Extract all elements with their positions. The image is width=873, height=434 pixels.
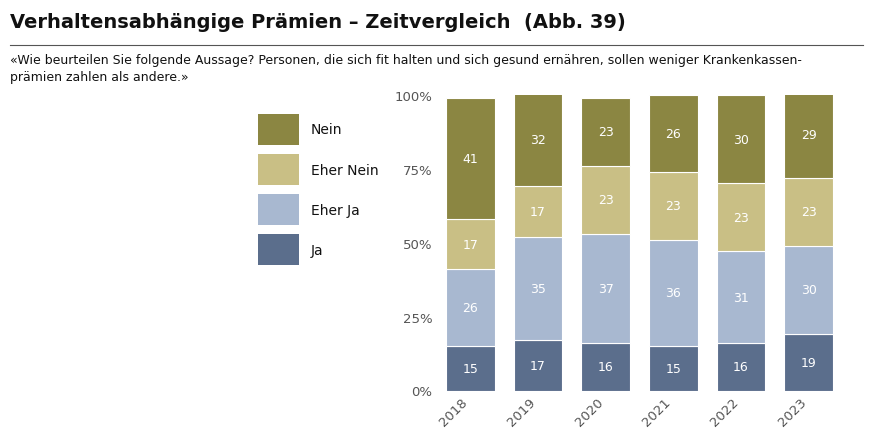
Bar xyxy=(717,252,766,343)
Text: 30: 30 xyxy=(733,133,749,146)
Text: 37: 37 xyxy=(598,282,614,295)
Bar xyxy=(446,270,495,346)
Text: 32: 32 xyxy=(530,133,546,146)
Text: Ja: Ja xyxy=(311,243,323,257)
Text: 17: 17 xyxy=(463,238,478,251)
Text: 17: 17 xyxy=(530,206,546,219)
Text: 35: 35 xyxy=(530,282,546,295)
Text: «Wie beurteilen Sie folgende Aussage? Personen, die sich fit halten und sich ges: «Wie beurteilen Sie folgende Aussage? Pe… xyxy=(10,54,802,84)
Bar xyxy=(784,178,833,246)
Bar xyxy=(717,343,766,391)
Text: 41: 41 xyxy=(463,152,478,165)
Text: 29: 29 xyxy=(801,129,816,142)
Bar xyxy=(446,99,495,220)
Text: 30: 30 xyxy=(801,284,816,297)
Text: 15: 15 xyxy=(665,362,681,375)
Bar xyxy=(446,220,495,270)
Bar xyxy=(513,187,562,237)
Text: 23: 23 xyxy=(801,206,816,219)
Text: 23: 23 xyxy=(733,211,749,224)
Bar xyxy=(784,246,833,335)
Bar xyxy=(717,184,766,252)
Text: 16: 16 xyxy=(598,361,614,374)
Text: 17: 17 xyxy=(530,359,546,372)
Text: 23: 23 xyxy=(598,126,614,139)
Bar xyxy=(513,340,562,391)
Text: Eher Ja: Eher Ja xyxy=(311,203,360,217)
Bar xyxy=(784,335,833,391)
Bar xyxy=(581,99,630,166)
Bar xyxy=(446,346,495,391)
Bar xyxy=(649,240,698,346)
Text: 26: 26 xyxy=(665,127,681,140)
Bar xyxy=(717,95,766,184)
Bar xyxy=(649,95,698,172)
Text: 31: 31 xyxy=(733,291,749,304)
Bar xyxy=(581,166,630,234)
Bar xyxy=(513,92,562,187)
Bar xyxy=(513,237,562,340)
Bar xyxy=(581,234,630,343)
Text: 19: 19 xyxy=(801,356,816,369)
Text: Eher Nein: Eher Nein xyxy=(311,163,378,177)
Bar xyxy=(784,92,833,178)
Text: 26: 26 xyxy=(463,302,478,315)
Bar xyxy=(581,343,630,391)
Text: 16: 16 xyxy=(733,361,749,374)
Text: Verhaltensabhängige Prämien – Zeitvergleich  (Abb. 39): Verhaltensabhängige Prämien – Zeitvergle… xyxy=(10,13,626,32)
Text: 23: 23 xyxy=(598,194,614,207)
Bar xyxy=(649,346,698,391)
Text: 15: 15 xyxy=(463,362,478,375)
Text: 23: 23 xyxy=(665,200,681,213)
Bar xyxy=(649,172,698,240)
Text: 36: 36 xyxy=(665,287,681,300)
Text: Nein: Nein xyxy=(311,123,342,137)
